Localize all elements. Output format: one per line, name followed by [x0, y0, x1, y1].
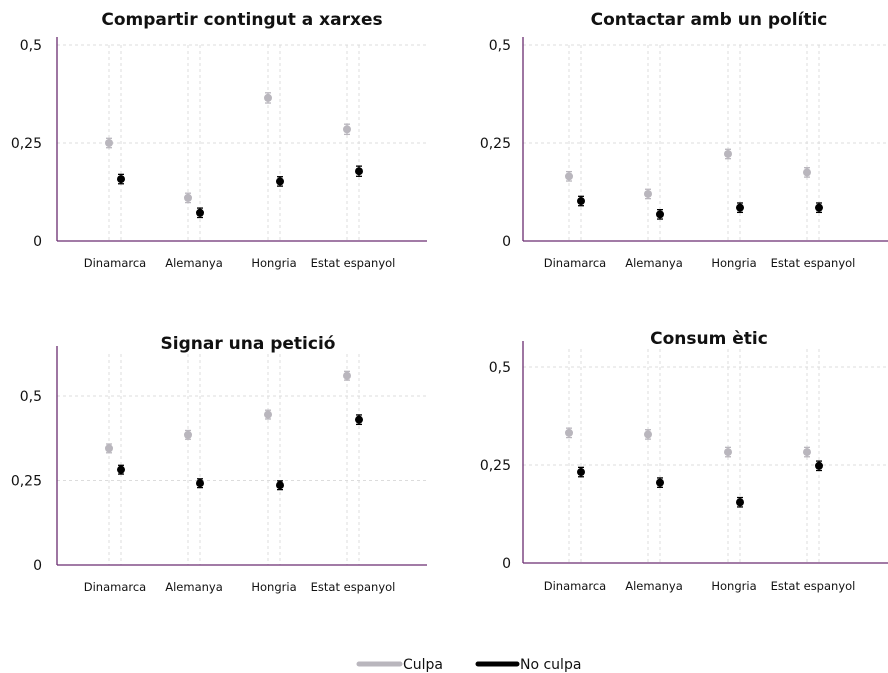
- chart-panels: Compartir contingut a xarxes 0 0,25 0,5 Dina…: [11, 10, 888, 594]
- data-point: [196, 479, 204, 488]
- data-point: [565, 172, 573, 181]
- series-no-culpa: [117, 414, 363, 491]
- x-tick-label: Dinamarca: [544, 579, 606, 593]
- data-point: [117, 465, 125, 474]
- x-tick-label: Hongria: [251, 256, 296, 270]
- data-point: [343, 371, 351, 380]
- y-tick-label: 0,5: [489, 360, 511, 376]
- data-point: [577, 197, 585, 206]
- y-tick-label: 0,5: [20, 38, 42, 54]
- x-tick-label: Estat espanyol: [771, 579, 856, 593]
- data-point: [264, 410, 272, 419]
- data-point: [736, 498, 744, 507]
- x-tick-label: Estat espanyol: [311, 580, 396, 594]
- chart-title: Contactar amb un polític: [591, 10, 828, 30]
- chart-title: Compartir contingut a xarxes: [101, 10, 382, 30]
- data-point: [105, 444, 113, 453]
- y-tick-label: 0,5: [489, 38, 511, 54]
- data-point: [815, 203, 823, 212]
- series-culpa: [105, 370, 351, 454]
- data-point: [264, 93, 272, 102]
- chart-title: Signar una petició: [161, 334, 336, 354]
- series-no-culpa: [117, 165, 363, 219]
- series-culpa: [565, 427, 811, 458]
- data-point: [355, 415, 363, 424]
- x-tick-label: Estat espanyol: [311, 256, 396, 270]
- data-point: [724, 149, 732, 158]
- data-point: [736, 203, 744, 212]
- legend: Culpa No culpa: [356, 657, 581, 673]
- data-point: [184, 193, 192, 202]
- chart-panel: Consum ètic 0 0,25 0,5 Dinamarca Alemanya Hong…: [480, 329, 888, 593]
- chart-panel: Signar una petició 0 0,25 0,5 Dinamarca Alema…: [11, 334, 427, 594]
- x-tick-label: Hongria: [251, 580, 296, 594]
- chart-panel: Contactar amb un polític 0 0,25 0,5 Dinamarc…: [480, 10, 888, 270]
- data-point: [276, 481, 284, 490]
- x-tick-label: Estat espanyol: [771, 256, 856, 270]
- y-tick-label: 0: [33, 234, 42, 250]
- data-point: [644, 189, 652, 198]
- x-tick-label: Alemanya: [165, 580, 223, 594]
- data-point: [577, 468, 585, 477]
- y-tick-label: 0: [502, 234, 511, 250]
- data-point: [803, 168, 811, 177]
- data-point: [343, 125, 351, 134]
- data-point: [724, 448, 732, 457]
- y-tick-label: 0: [502, 556, 511, 572]
- data-point: [184, 430, 192, 439]
- data-point: [565, 428, 573, 437]
- data-point: [803, 448, 811, 457]
- data-point: [196, 208, 204, 217]
- x-tick-label: Alemanya: [165, 256, 223, 270]
- y-tick-label: 0,5: [20, 389, 42, 405]
- x-tick-label: Alemanya: [625, 579, 683, 593]
- legend-item-culpa: Culpa: [356, 657, 443, 673]
- x-tick-label: Alemanya: [625, 256, 683, 270]
- series-culpa: [105, 92, 351, 204]
- chart-panel: Compartir contingut a xarxes 0 0,25 0,5 Dina…: [11, 10, 427, 270]
- x-tick-label: Dinamarca: [84, 580, 146, 594]
- data-point: [355, 167, 363, 176]
- y-tick-label: 0,25: [480, 458, 511, 474]
- series-no-culpa: [577, 195, 823, 220]
- series-no-culpa: [577, 460, 823, 508]
- data-point: [276, 177, 284, 186]
- y-tick-label: 0: [33, 558, 42, 574]
- x-tick-label: Hongria: [711, 256, 756, 270]
- y-tick-label: 0,25: [480, 136, 511, 152]
- y-tick-label: 0,25: [11, 474, 42, 490]
- data-point: [117, 175, 125, 184]
- chart-title: Consum ètic: [650, 329, 768, 349]
- legend-label-no-culpa: No culpa: [520, 657, 581, 673]
- data-point: [656, 210, 664, 219]
- x-tick-label: Dinamarca: [544, 256, 606, 270]
- series-culpa: [565, 148, 811, 200]
- data-point: [644, 430, 652, 439]
- x-tick-label: Hongria: [711, 579, 756, 593]
- legend-item-no-culpa: No culpa: [475, 657, 581, 673]
- data-point: [656, 478, 664, 487]
- data-point: [815, 461, 823, 470]
- data-point: [105, 139, 113, 147]
- y-tick-label: 0,25: [11, 136, 42, 152]
- legend-label-culpa: Culpa: [403, 657, 443, 673]
- x-tick-label: Dinamarca: [84, 256, 146, 270]
